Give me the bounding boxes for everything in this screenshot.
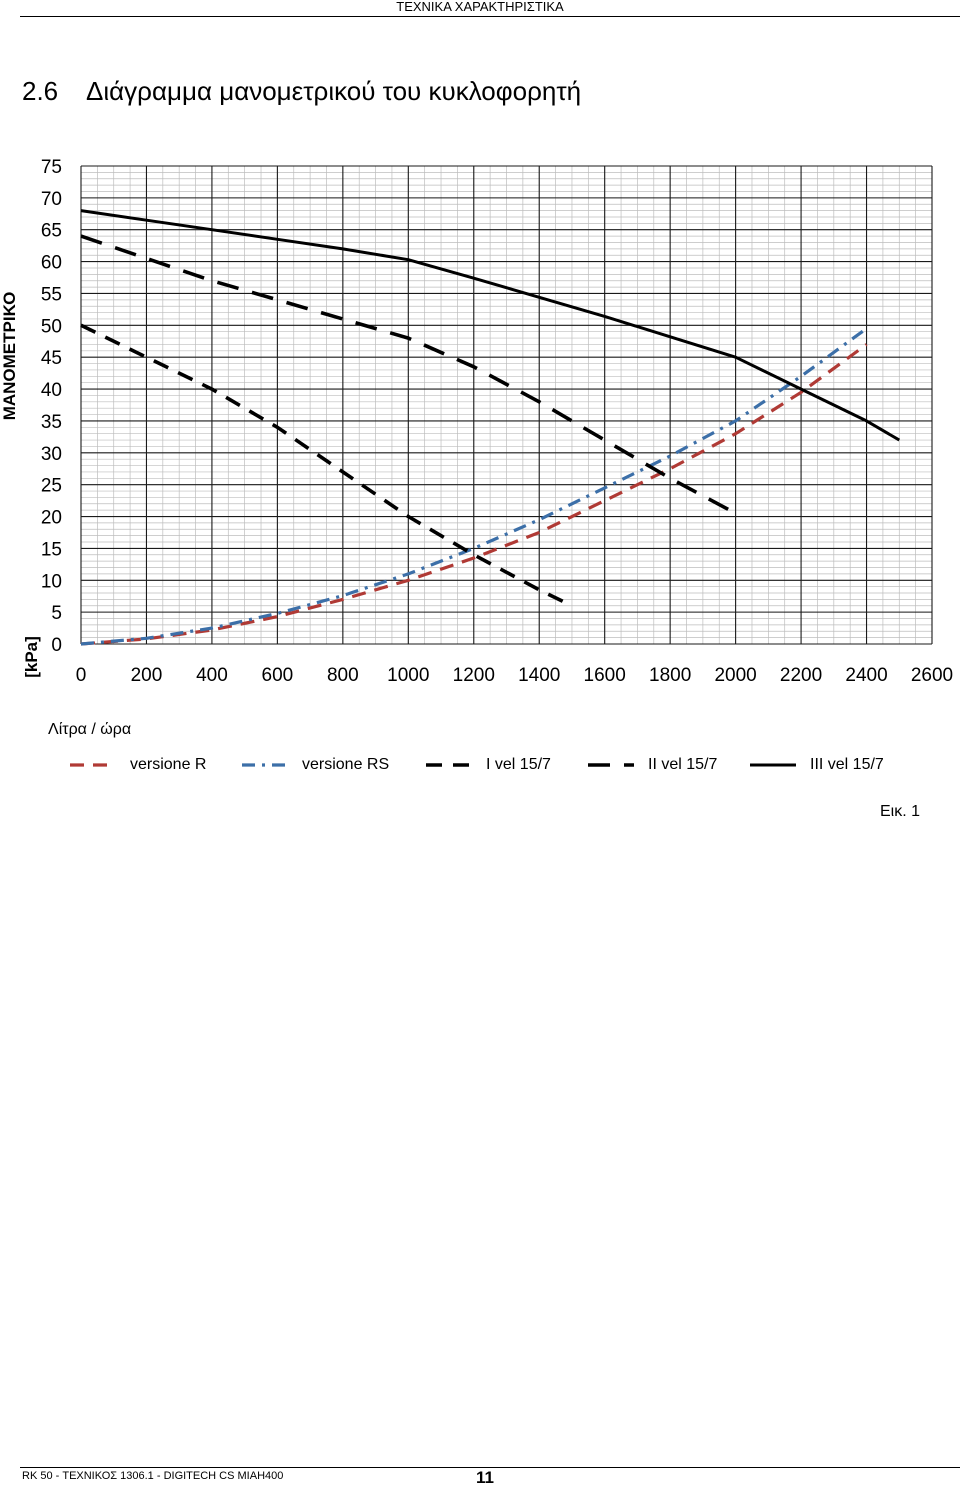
legend-label: I vel 15/7	[486, 756, 551, 773]
footer-rule	[20, 1467, 960, 1468]
legend-swatch	[588, 763, 634, 767]
y-tick-label: 70	[41, 189, 62, 210]
y-tick-label: 45	[41, 348, 62, 369]
chart-legend: versione R versione RS I vel 15/7 II vel 15…	[70, 754, 950, 776]
legend-item-2: I vel 15/7	[426, 754, 551, 776]
series-line-0	[80, 343, 868, 646]
x-tick-label: 1200	[453, 665, 495, 686]
page-number: 11	[476, 1468, 494, 1487]
x-tick-label: 0	[76, 665, 87, 686]
series-line-1	[80, 327, 868, 646]
header-rule	[20, 16, 960, 17]
x-tick-label: 1000	[387, 665, 429, 686]
legend-swatch	[70, 763, 116, 767]
legend-swatch	[426, 763, 472, 767]
legend-swatch	[750, 763, 796, 767]
x-tick-label: 200	[131, 665, 163, 686]
y-tick-label: 20	[41, 508, 62, 529]
section-title: 2.6 Διάγραμμα μανομετρικού του κυκλοφορητ…	[22, 76, 581, 106]
x-tick-label: 400	[196, 665, 228, 686]
y-tick-label: 0	[51, 635, 62, 656]
y-tick-label: 15	[41, 539, 62, 560]
legend-label: versione R	[130, 756, 207, 773]
header-title: ΤΕΧΝΙΚΑ ΧΑΡΑΚΤΗΡΙΣΤΙΚΑ	[396, 0, 564, 14]
legend-label: III vel 15/7	[810, 756, 884, 773]
legend-label: II vel 15/7	[648, 756, 718, 773]
x-tick-label: 1800	[649, 665, 691, 686]
section-heading: Διάγραμμα μανομετρικού του κυκλοφορητή	[86, 76, 582, 106]
y-tick-label: 30	[41, 444, 62, 465]
legend-label: versione RS	[302, 756, 390, 773]
y-tick-label: 65	[41, 221, 62, 242]
series-line-2	[80, 323, 567, 605]
figure-label: Εικ. 1	[880, 803, 921, 820]
y-tick-label: 60	[41, 253, 62, 274]
pump-head-chart: 0 5 10 15 20 25 30 35 40 45 50 55 60 65 70 75 0 200 400 600…	[41, 157, 953, 686]
series-line-3	[80, 234, 737, 515]
legend-item-0: versione R	[70, 754, 206, 776]
y-tick-label: 35	[41, 412, 62, 433]
series-line-4	[80, 209, 901, 442]
y-tick-label: 5	[51, 603, 62, 624]
x-tick-label: 2000	[714, 665, 756, 686]
y-tick-label: 75	[41, 157, 62, 178]
legend-swatch	[242, 763, 288, 767]
x-tick-label: 2600	[911, 665, 953, 686]
legend-item-3: II vel 15/7	[588, 754, 717, 776]
x-tick-label: 2200	[780, 665, 822, 686]
x-tick-label: 2400	[845, 665, 887, 686]
y-tick-label: 55	[41, 284, 62, 305]
footer-text: RK 50 - ΤΕΧΝΙΚΟΣ 1306.1 - DIGITECH CS MI…	[22, 1470, 284, 1482]
legend-item-1: versione RS	[242, 754, 389, 776]
x-tick-label: 800	[327, 665, 359, 686]
x-tick-label: 1600	[584, 665, 626, 686]
section-number: 2.6	[22, 76, 59, 106]
y-tick-label: 40	[41, 380, 62, 401]
x-tick-label: 600	[262, 665, 294, 686]
y-tick-label: 50	[41, 316, 62, 337]
y-tick-label: 10	[41, 571, 62, 592]
x-axis-label: Λίτρα / ώρα	[48, 721, 132, 738]
y-tick-label: 25	[41, 476, 62, 497]
x-tick-label: 1400	[518, 665, 560, 686]
legend-item-4: III vel 15/7	[750, 754, 884, 776]
